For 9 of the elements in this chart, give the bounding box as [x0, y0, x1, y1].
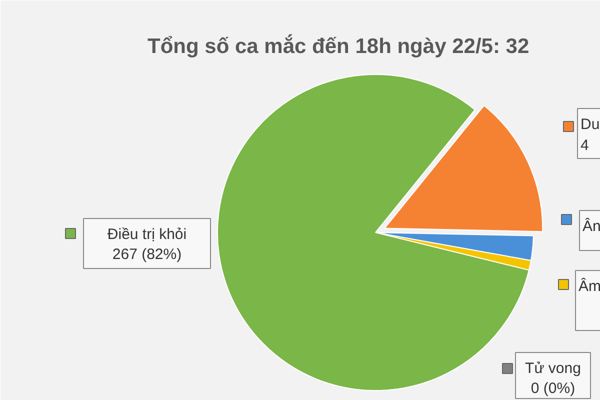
text: 0 (0%)	[530, 380, 576, 397]
legend-label: Âm	[578, 277, 600, 295]
chart-title: Tổng số ca mắc đến 18h ngày 22/5: 32	[148, 34, 530, 58]
data-label: 267 (82%)	[112, 246, 182, 263]
text: 4	[580, 137, 589, 154]
legend-label: Điều trị khỏi	[107, 226, 187, 243]
legend-label: Tử vong	[525, 360, 581, 377]
legend-label: Ân	[582, 217, 600, 235]
legend-label: Du	[580, 116, 600, 133]
